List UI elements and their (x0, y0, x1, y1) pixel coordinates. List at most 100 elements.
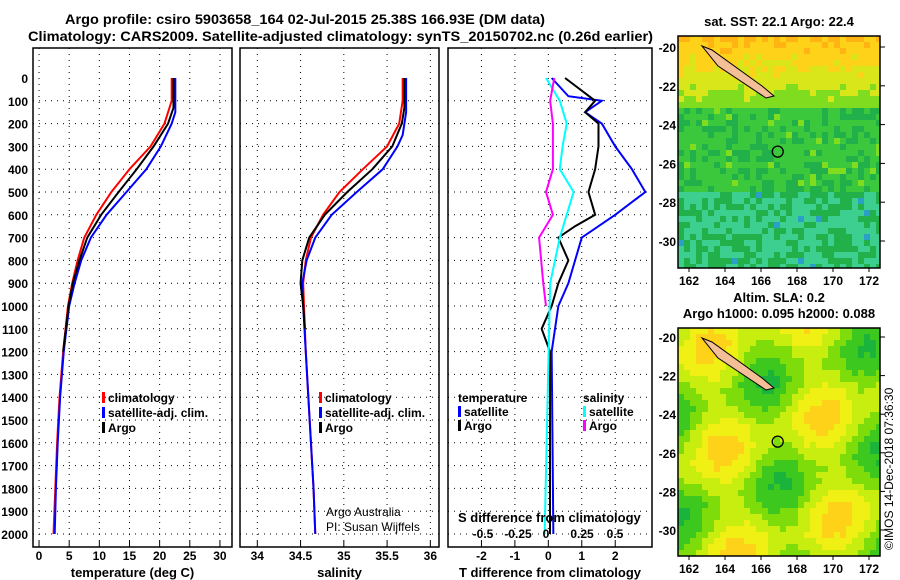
map-pixel (864, 66, 870, 72)
map-pixel (822, 484, 828, 490)
map-pixel (696, 352, 702, 358)
map-pixel (684, 252, 690, 258)
map-pixel (846, 448, 852, 454)
map-pixel (714, 376, 720, 382)
map-pixel (858, 442, 864, 448)
map-pixel (702, 472, 708, 478)
map-pixel (798, 54, 804, 60)
map-pixel (684, 240, 690, 246)
map-pixel (714, 472, 720, 478)
map-pixel (774, 490, 780, 496)
map-pixel (720, 520, 726, 526)
map-pixel (750, 156, 756, 162)
map-pixel (750, 54, 756, 60)
map-pixel (744, 550, 750, 556)
map-pixel (792, 108, 798, 114)
map-pixel (858, 60, 864, 66)
map-pixel (852, 222, 858, 228)
map-pixel (690, 54, 696, 60)
map-pixel (876, 448, 880, 454)
map-pixel (780, 78, 786, 84)
map-pixel (702, 210, 708, 216)
map-pixel (750, 198, 756, 204)
map-pixel (714, 508, 720, 514)
map-pixel (696, 240, 702, 246)
map-pixel (756, 370, 762, 376)
map-pixel (840, 48, 846, 54)
map-pixel (822, 42, 828, 48)
map-pixel (690, 96, 696, 102)
map-pixel (876, 352, 880, 358)
map-pixel (846, 168, 852, 174)
map-pixel (774, 418, 780, 424)
map-pixel (732, 156, 738, 162)
map-pixel (774, 508, 780, 514)
map-pixel (804, 388, 810, 394)
map-pixel (702, 406, 708, 412)
map-pixel (738, 84, 744, 90)
map-pixel (684, 400, 690, 406)
map-pixel (762, 466, 768, 472)
map-pixel (876, 138, 880, 144)
map-pixel (768, 478, 774, 484)
map-pixel (798, 240, 804, 246)
map-pixel (810, 132, 816, 138)
map-pixel (786, 36, 792, 42)
map-pixel (696, 340, 702, 346)
map-pixel (684, 192, 690, 198)
map-pixel (720, 388, 726, 394)
map-pixel (810, 454, 816, 460)
map-pixel (816, 334, 822, 340)
map-pixel (708, 400, 714, 406)
map-pixel (858, 258, 864, 264)
map-pixel (714, 204, 720, 210)
map-pixel (828, 234, 834, 240)
map-pixel (762, 346, 768, 352)
map-pixel (840, 454, 846, 460)
map-pixel (846, 264, 852, 268)
map-pixel (714, 120, 720, 126)
map-pixel (804, 466, 810, 472)
map-pixel (696, 108, 702, 114)
map-pixel (780, 138, 786, 144)
map-pixel (864, 246, 870, 252)
map-pixel (786, 346, 792, 352)
map-pixel (798, 454, 804, 460)
map-pixel (804, 544, 810, 550)
map-pixel (720, 102, 726, 108)
map-pixel (732, 406, 738, 412)
map-pixel (870, 466, 876, 472)
map-pixel (840, 126, 846, 132)
map-pixel (750, 394, 756, 400)
map-pixel (834, 54, 840, 60)
map-pixel (810, 406, 816, 412)
map-pixel (732, 138, 738, 144)
map-pixel (702, 514, 708, 520)
map-pixel (786, 120, 792, 126)
legend-swatch (583, 406, 586, 417)
map-pixel (678, 180, 684, 186)
map-pixel (846, 358, 852, 364)
map-pixel (756, 78, 762, 84)
map-pixel (744, 90, 750, 96)
map-pixel (864, 418, 870, 424)
x-axis-label: salinity (317, 565, 363, 580)
legend-swatch (102, 422, 105, 433)
map-pixel (690, 418, 696, 424)
map-pixel (690, 544, 696, 550)
map-pixel (768, 192, 774, 198)
map-pixel (798, 472, 804, 478)
map-pixel (780, 550, 786, 556)
map-pixel (684, 352, 690, 358)
map-pixel (864, 114, 870, 120)
map-pixel (768, 328, 774, 334)
map-pixel (786, 192, 792, 198)
map-pixel (828, 370, 834, 376)
map-pixel (756, 532, 762, 538)
map-pixel (846, 36, 852, 42)
map-pixel (846, 460, 852, 466)
map-pixel (816, 472, 822, 478)
map-pixel (876, 222, 880, 228)
map-pixel (774, 442, 780, 448)
map-pixel (738, 502, 744, 508)
